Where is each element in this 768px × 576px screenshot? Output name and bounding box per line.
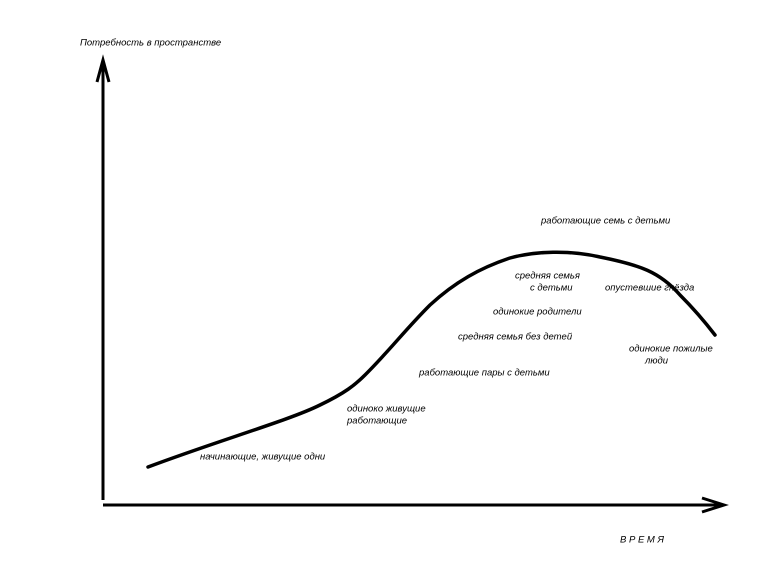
demand-curve [146, 250, 717, 469]
y-axis-arrow [95, 54, 111, 83]
stage-label: одиноко живущие [347, 404, 426, 415]
stage-label: работающие пары с детьми [418, 368, 550, 379]
stage-label: одинокие пожилые [629, 344, 713, 355]
stage-label: опустевшие гнёзда [605, 283, 694, 294]
x-axis-arrow [701, 496, 729, 514]
x-axis-label: В Р Е М Я [620, 535, 664, 546]
stage-label: начинающие, живущие одни [200, 452, 326, 463]
stage-label: средняя семья без детей [458, 332, 573, 343]
stage-label: одинокие родители [493, 307, 582, 318]
stage-label: работающие семь с детьми [540, 216, 671, 227]
stage-label: работающие [346, 416, 407, 427]
stage-label: люди [644, 356, 669, 367]
y-axis-label: Потребность в пространстве [80, 38, 221, 49]
stage-label: средняя семья [515, 271, 580, 282]
stage-label: с детьми [530, 283, 573, 294]
